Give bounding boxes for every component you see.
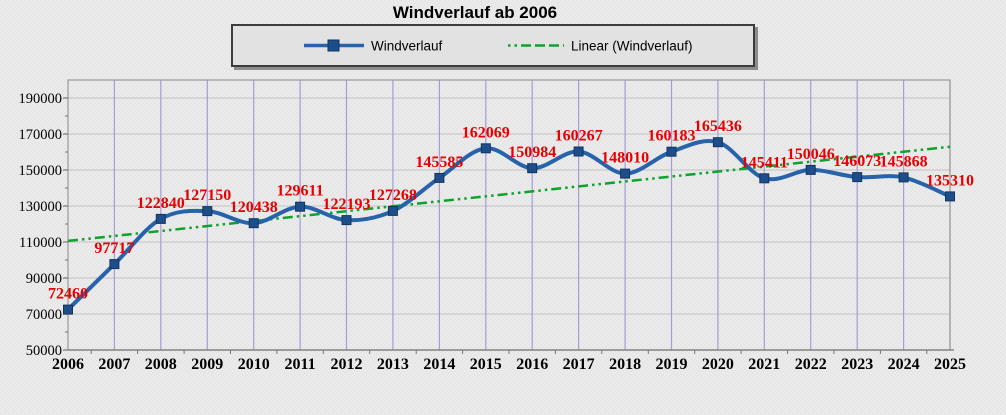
data-point-marker xyxy=(202,206,213,217)
legend[interactable]: Windverlauf Linear (Windverlauf) xyxy=(231,24,755,67)
data-point-marker xyxy=(480,143,491,154)
x-axis-label: 2008 xyxy=(145,356,177,373)
data-point-marker xyxy=(898,172,909,183)
data-label: 97717 xyxy=(94,240,134,257)
data-point-marker xyxy=(527,163,538,174)
x-axis-label: 2016 xyxy=(516,356,548,373)
data-point-marker xyxy=(852,172,863,183)
x-axis-label: 2014 xyxy=(423,356,455,373)
data-label: 135310 xyxy=(926,172,974,189)
data-point-marker xyxy=(759,173,770,184)
x-axis-label: 2017 xyxy=(563,356,595,373)
y-axis-label: 110000 xyxy=(19,235,62,251)
plot-area xyxy=(68,80,950,350)
x-axis-label: 2024 xyxy=(888,356,920,373)
x-axis-label: 2011 xyxy=(285,356,316,373)
y-axis-label: 70000 xyxy=(26,307,62,323)
x-axis-label: 2006 xyxy=(52,356,84,373)
y-axis-label: 190000 xyxy=(19,91,63,107)
data-label: 127150 xyxy=(183,187,231,204)
data-label: 148010 xyxy=(601,150,649,167)
data-label: 145868 xyxy=(880,153,928,170)
data-label: 122193 xyxy=(323,196,371,213)
data-point-marker xyxy=(805,164,816,175)
data-label: 129611 xyxy=(277,183,324,200)
x-axis-label: 2022 xyxy=(795,356,827,373)
data-point-marker xyxy=(434,172,445,183)
data-point-marker xyxy=(573,146,584,157)
legend-item-windverlauf[interactable]: Windverlauf xyxy=(303,38,442,53)
data-point-marker xyxy=(248,218,259,229)
x-axis-label: 2012 xyxy=(331,356,363,373)
data-label: 150984 xyxy=(508,144,556,161)
x-axis-label: 2010 xyxy=(238,356,270,373)
data-label: 72460 xyxy=(48,286,88,303)
series-line-swatch xyxy=(304,39,364,52)
trendline-swatch xyxy=(508,44,564,47)
data-label: 127268 xyxy=(369,187,417,204)
y-axis-label: 130000 xyxy=(19,199,63,215)
data-point-marker xyxy=(387,205,398,216)
legend-label-windverlauf: Windverlauf xyxy=(371,38,443,53)
y-axis-label: 170000 xyxy=(19,127,63,143)
chart-title: Windverlauf ab 2006 xyxy=(392,3,558,22)
data-point-marker xyxy=(155,213,166,224)
x-axis-label: 2007 xyxy=(98,356,130,373)
x-axis-label: 2020 xyxy=(702,356,734,373)
legend-item-linear[interactable]: Linear (Windverlauf) xyxy=(507,38,693,53)
data-label: 145411 xyxy=(741,154,788,171)
x-axis-label: 2015 xyxy=(470,356,502,373)
series-swatch-marker xyxy=(327,39,340,52)
data-point-marker xyxy=(712,137,723,148)
legend-label-linear: Linear (Windverlauf) xyxy=(571,38,693,53)
x-axis-label: 2019 xyxy=(656,356,688,373)
x-axis-label: 2025 xyxy=(934,356,966,373)
y-axis-label: 150000 xyxy=(19,163,63,179)
data-point-marker xyxy=(63,304,73,315)
data-label: 122840 xyxy=(137,195,185,212)
data-point-marker xyxy=(109,259,120,270)
data-point-marker xyxy=(295,201,306,212)
x-axis-label: 2023 xyxy=(841,356,873,373)
data-point-marker xyxy=(341,215,352,226)
data-point-marker xyxy=(620,168,631,179)
data-point-marker xyxy=(666,146,677,157)
x-axis-label: 2013 xyxy=(377,356,409,373)
data-label: 150046 xyxy=(787,146,835,163)
data-label: 145585 xyxy=(415,154,463,171)
x-axis-label: 2018 xyxy=(609,356,641,373)
data-label: 146073 xyxy=(833,153,881,170)
data-label: 160267 xyxy=(555,128,603,145)
x-axis-label: 2009 xyxy=(191,356,223,373)
data-point-marker xyxy=(945,191,955,202)
data-label: 160183 xyxy=(648,128,696,145)
data-label: 165436 xyxy=(694,118,742,135)
x-axis-label: 2021 xyxy=(748,356,780,373)
y-axis-label: 50000 xyxy=(26,343,62,359)
data-label: 162069 xyxy=(462,124,510,141)
data-label: 120438 xyxy=(230,199,278,216)
y-axis-label: 90000 xyxy=(26,271,62,287)
